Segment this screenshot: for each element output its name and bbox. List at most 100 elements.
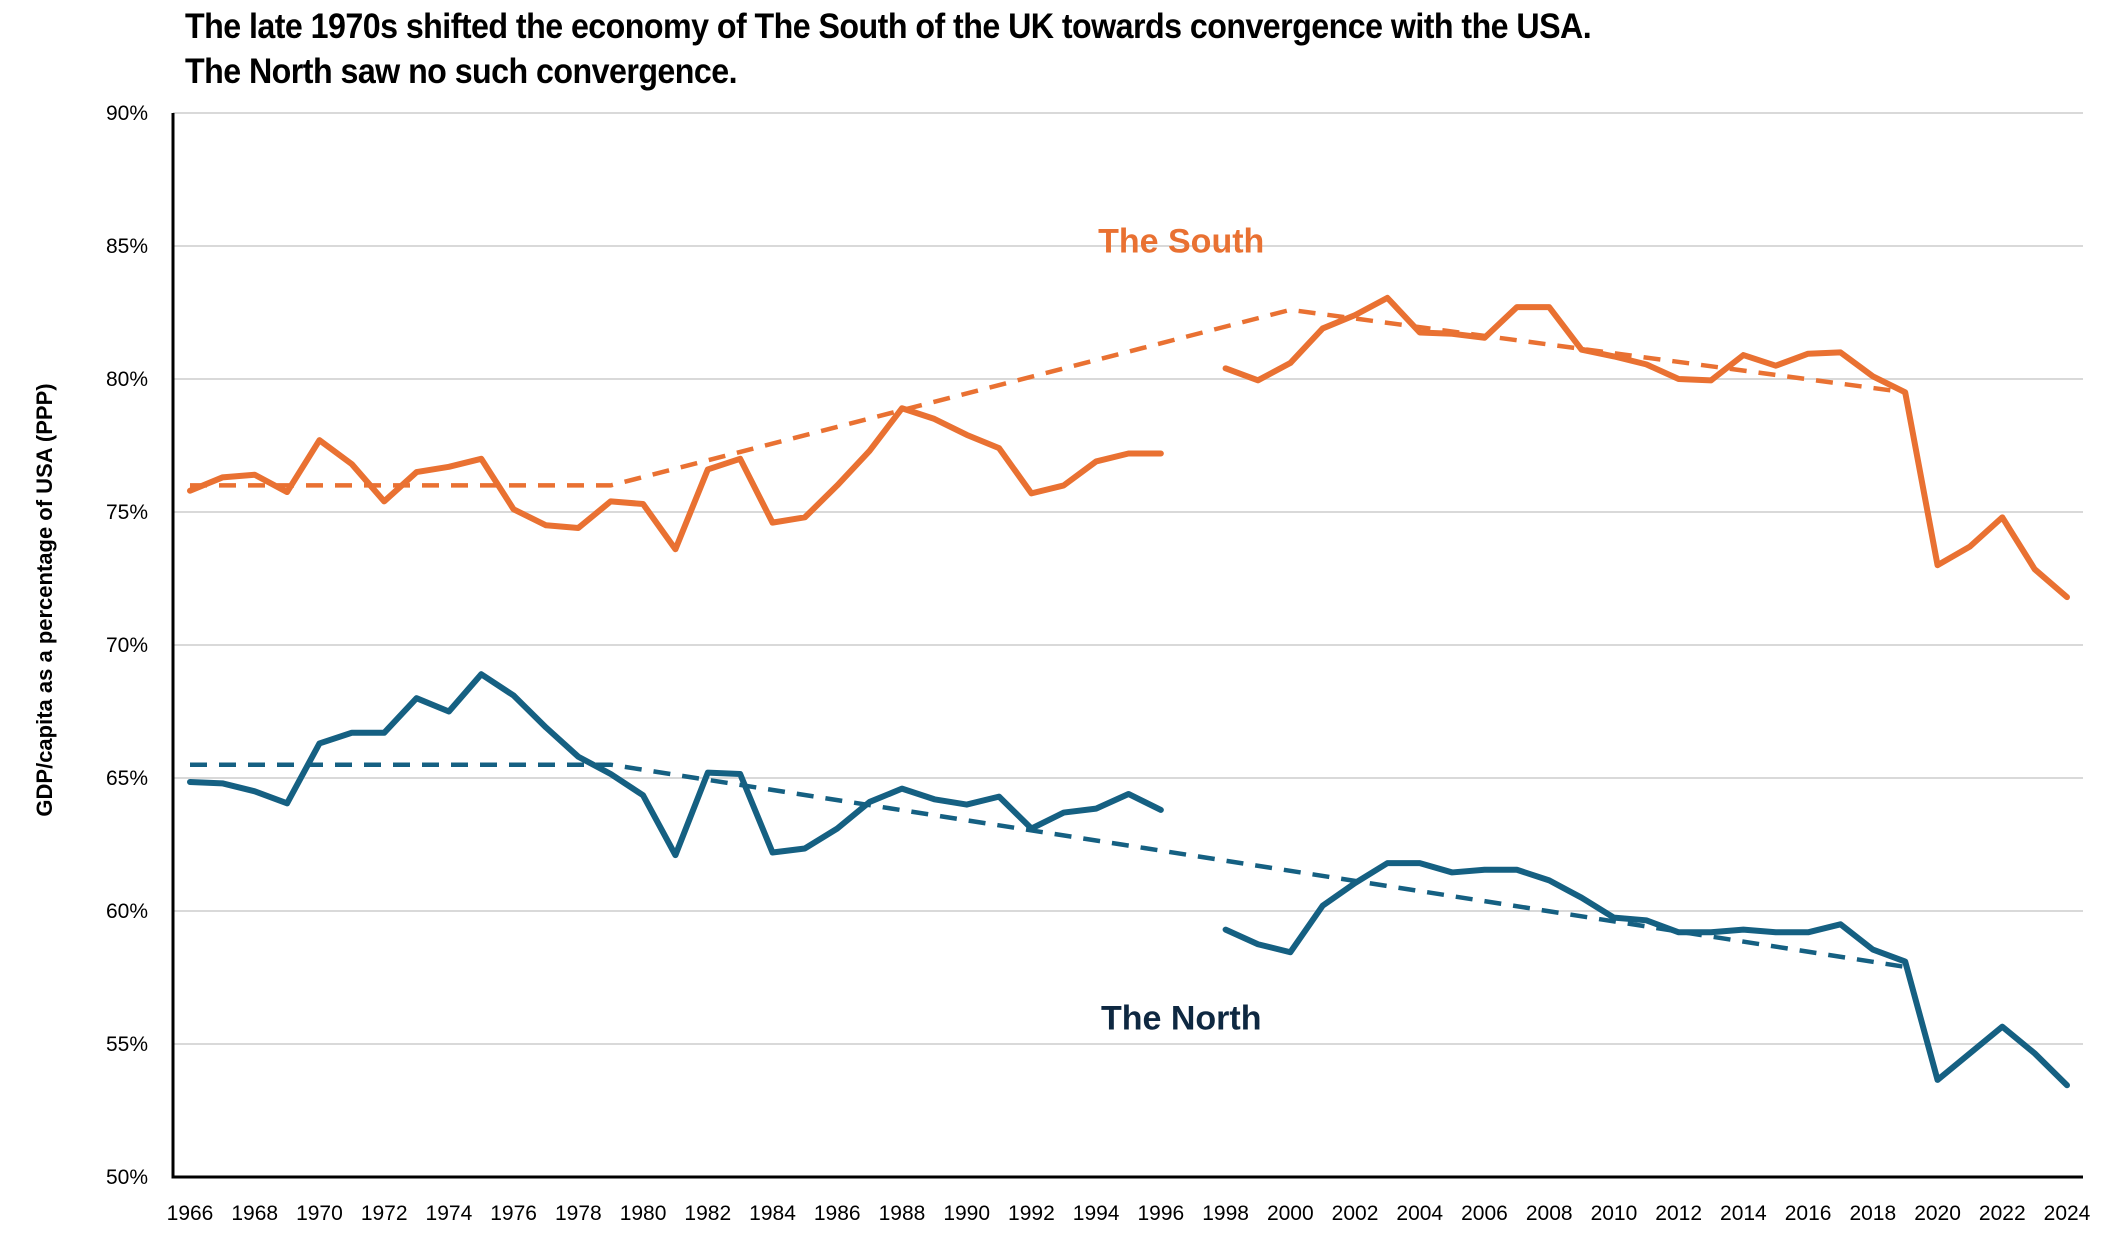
the-north-label: The North — [1101, 999, 1262, 1037]
the-south-data-point — [511, 506, 517, 512]
the-south-data-point — [381, 498, 387, 504]
y-tick-label: 60% — [106, 900, 148, 923]
the-north-data-point — [316, 740, 322, 746]
y-axis-ticks: 50% 55% 60% 65% 70% 75% 80% 85% 90% — [106, 102, 148, 1189]
the-south-data-point — [834, 482, 840, 488]
the-north-data-point — [1643, 917, 1649, 923]
x-tick-label: 1994 — [1073, 1202, 1120, 1225]
the-south-data-point — [1999, 514, 2005, 520]
the-south-data-point — [478, 456, 484, 462]
the-north-data-point — [1126, 791, 1132, 797]
the-north-data-point — [1579, 895, 1585, 901]
x-tick-label: 2018 — [1849, 1202, 1896, 1225]
the-north-line-segment — [187, 671, 1164, 859]
the-south-data-point — [349, 461, 355, 467]
the-north-data-point — [964, 802, 970, 808]
the-north-data-point — [1320, 903, 1326, 909]
x-tick-label: 1970 — [296, 1202, 343, 1225]
y-tick-label: 70% — [106, 634, 148, 657]
the-north-data-point — [1449, 869, 1455, 875]
the-south-data-point — [1287, 360, 1293, 366]
x-tick-label: 1980 — [620, 1202, 667, 1225]
the-north-data-point — [219, 780, 225, 786]
series-lines — [187, 294, 2070, 1089]
the-north-data-point — [381, 730, 387, 736]
the-south-data-point — [1579, 347, 1585, 353]
the-south-data-point — [899, 405, 905, 411]
x-tick-label: 2014 — [1720, 1202, 1767, 1225]
x-tick-label: 1996 — [1138, 1202, 1185, 1225]
the-north-data-point — [672, 852, 678, 858]
the-north-line-segment — [1222, 860, 2070, 1089]
the-north-data-point — [511, 693, 517, 699]
the-south-data-point — [1061, 482, 1067, 488]
x-tick-label: 1990 — [943, 1202, 990, 1225]
the-north-data-point — [1676, 929, 1682, 935]
the-south-data-point — [414, 469, 420, 475]
x-tick-label: 2022 — [1979, 1202, 2026, 1225]
the-north-data-point — [1773, 929, 1779, 935]
the-north-data-point — [1999, 1024, 2005, 1030]
the-north-data-point — [1255, 941, 1261, 947]
the-north-data-point — [996, 794, 1002, 800]
the-south-data-point — [1837, 349, 1843, 355]
the-south-data-point — [1935, 562, 1941, 568]
the-north-data-point — [1352, 880, 1358, 886]
the-north-data-point — [899, 786, 905, 792]
x-tick-label: 1986 — [814, 1202, 861, 1225]
x-tick-label: 2010 — [1591, 1202, 1638, 1225]
x-tick-label: 1968 — [231, 1202, 278, 1225]
x-tick-label: 2020 — [1914, 1202, 1961, 1225]
the-south-data-point — [931, 416, 937, 422]
the-south-data-point — [1352, 312, 1358, 318]
the-north-data-point — [705, 770, 711, 776]
the-north-data-point — [640, 792, 646, 798]
the-south-data-point — [770, 520, 776, 526]
the-north-data-point — [1870, 947, 1876, 953]
the-south-data-point — [964, 432, 970, 438]
the-south-label: The South — [1098, 223, 1264, 261]
x-tick-label: 2004 — [1396, 1202, 1443, 1225]
the-south-data-point — [1028, 490, 1034, 496]
the-south-data-point — [543, 522, 549, 528]
the-north-data-point — [1611, 915, 1617, 921]
the-south-line-segment — [187, 405, 1164, 553]
the-north-data-point — [187, 779, 193, 785]
the-south-data-point — [1870, 373, 1876, 379]
the-north-data-point — [802, 845, 808, 851]
the-south-data-point — [1740, 352, 1746, 358]
the-north-data-point — [1740, 927, 1746, 933]
y-tick-label: 50% — [106, 1166, 148, 1189]
the-south-data-point — [640, 501, 646, 507]
the-south-data-point — [575, 525, 581, 531]
chart-title-line-1: The late 1970s shifted the economy of Th… — [185, 7, 1592, 46]
x-tick-label: 1976 — [490, 1202, 537, 1225]
the-south-data-point — [1449, 331, 1455, 337]
the-south-data-point — [252, 472, 258, 478]
the-north-data-point — [2032, 1050, 2038, 1056]
the-south-data-point — [1708, 377, 1714, 383]
the-north-trend-line — [190, 762, 1906, 970]
x-tick-label: 1972 — [361, 1202, 408, 1225]
the-north-data-point — [1514, 867, 1520, 873]
gridlines — [173, 112, 2083, 1045]
the-south-data-point — [608, 498, 614, 504]
y-tick-label: 80% — [106, 368, 148, 391]
the-north-data-point — [1935, 1077, 1941, 1083]
the-south-data-point — [802, 514, 808, 520]
the-south-data-point — [1158, 450, 1164, 456]
the-south-data-point — [1223, 365, 1229, 371]
the-north-data-point — [446, 709, 452, 715]
the-south-trend-line — [190, 307, 1906, 488]
the-south-data-point — [1320, 325, 1326, 331]
x-tick-label: 1982 — [684, 1202, 731, 1225]
the-south-data-point — [1643, 361, 1649, 367]
the-south-data-point — [1546, 304, 1552, 310]
the-north-data-point — [1061, 810, 1067, 816]
the-north-data-point — [1384, 860, 1390, 866]
the-south-data-point — [1255, 377, 1261, 383]
the-south-line-segment — [1222, 294, 2070, 601]
x-tick-label: 1992 — [1008, 1202, 1055, 1225]
the-north-data-point — [1708, 929, 1714, 935]
